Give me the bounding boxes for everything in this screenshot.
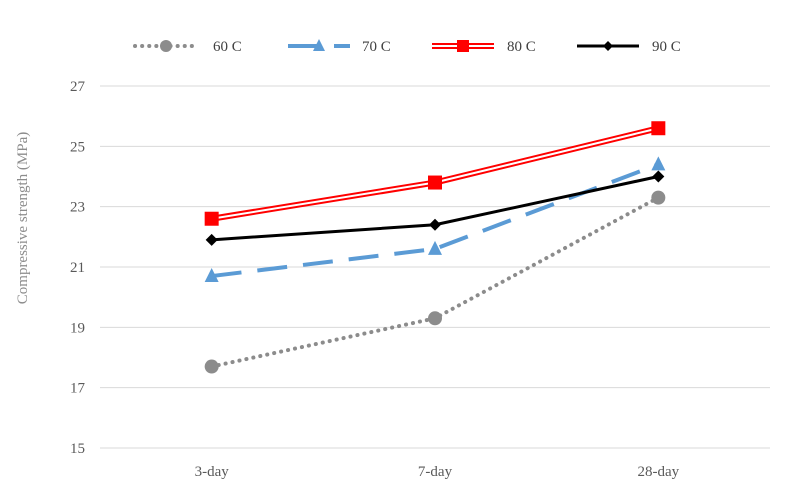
- legend-item-60-c-label: 60 C: [213, 39, 242, 55]
- y-tick-label: 25: [70, 139, 85, 155]
- series-60-c-point-7-day: [428, 311, 442, 326]
- series-60-c: [204, 190, 666, 374]
- series-80-c: [204, 121, 666, 226]
- legend-item-90-c-label: 90 C: [652, 39, 681, 55]
- y-axis-title: Compressive strength (MPa): [15, 132, 31, 304]
- series-80-c-point-7-day: [428, 175, 442, 190]
- y-tick-label: 15: [70, 441, 85, 457]
- y-tick-label: 17: [70, 381, 86, 397]
- series-90-c-point-3-day: [205, 233, 218, 246]
- series-80-c-point-28-day: [651, 121, 666, 136]
- gridlines: [100, 85, 770, 449]
- legend-item-60-c: 60 C: [133, 39, 242, 55]
- y-tick-label: 23: [70, 200, 85, 216]
- series-60-c-point-3-day: [204, 359, 219, 374]
- series-90-c-point-7-day: [429, 218, 441, 231]
- series-70-c-point-7-day: [428, 240, 442, 255]
- series-90-c-point-28-day: [652, 170, 665, 183]
- legend: 60 C 70 C 80 C 90 C: [133, 39, 681, 55]
- legend-item-80-c: 80 C: [432, 39, 536, 55]
- legend-item-60-c-marker: [160, 40, 172, 52]
- legend-item-80-c-marker: [457, 40, 469, 52]
- legend-item-70-c-label: 70 C: [362, 39, 391, 55]
- series-70-c-point-3-day: [204, 268, 219, 283]
- series-60-c-point-28-day: [651, 190, 666, 205]
- series-80-c-point-3-day: [204, 211, 219, 226]
- legend-item-90-c-marker: [603, 41, 613, 51]
- legend-item-80-c-label: 80 C: [507, 39, 536, 55]
- legend-item-70-c-marker: [313, 39, 325, 51]
- legend-item-70-c: 70 C: [288, 39, 391, 55]
- y-tick-label: 27: [70, 79, 86, 95]
- legend-item-90-c: 90 C: [577, 39, 681, 55]
- series-group: [204, 121, 666, 374]
- x-tick-label: 3-day: [195, 464, 230, 480]
- series-70-c-point-28-day: [651, 156, 666, 171]
- x-tick-labels: 3-day 7-day 28-day: [195, 464, 680, 480]
- y-tick-label: 19: [70, 320, 85, 336]
- series-90-c: [205, 170, 665, 246]
- x-tick-label: 28-day: [638, 464, 680, 480]
- series-80-c-line-outer: [211, 125, 660, 222]
- x-tick-label: 7-day: [418, 464, 453, 480]
- y-tick-label: 21: [70, 260, 85, 276]
- y-tick-labels: 15 17 19 21 23 25 27: [70, 79, 86, 457]
